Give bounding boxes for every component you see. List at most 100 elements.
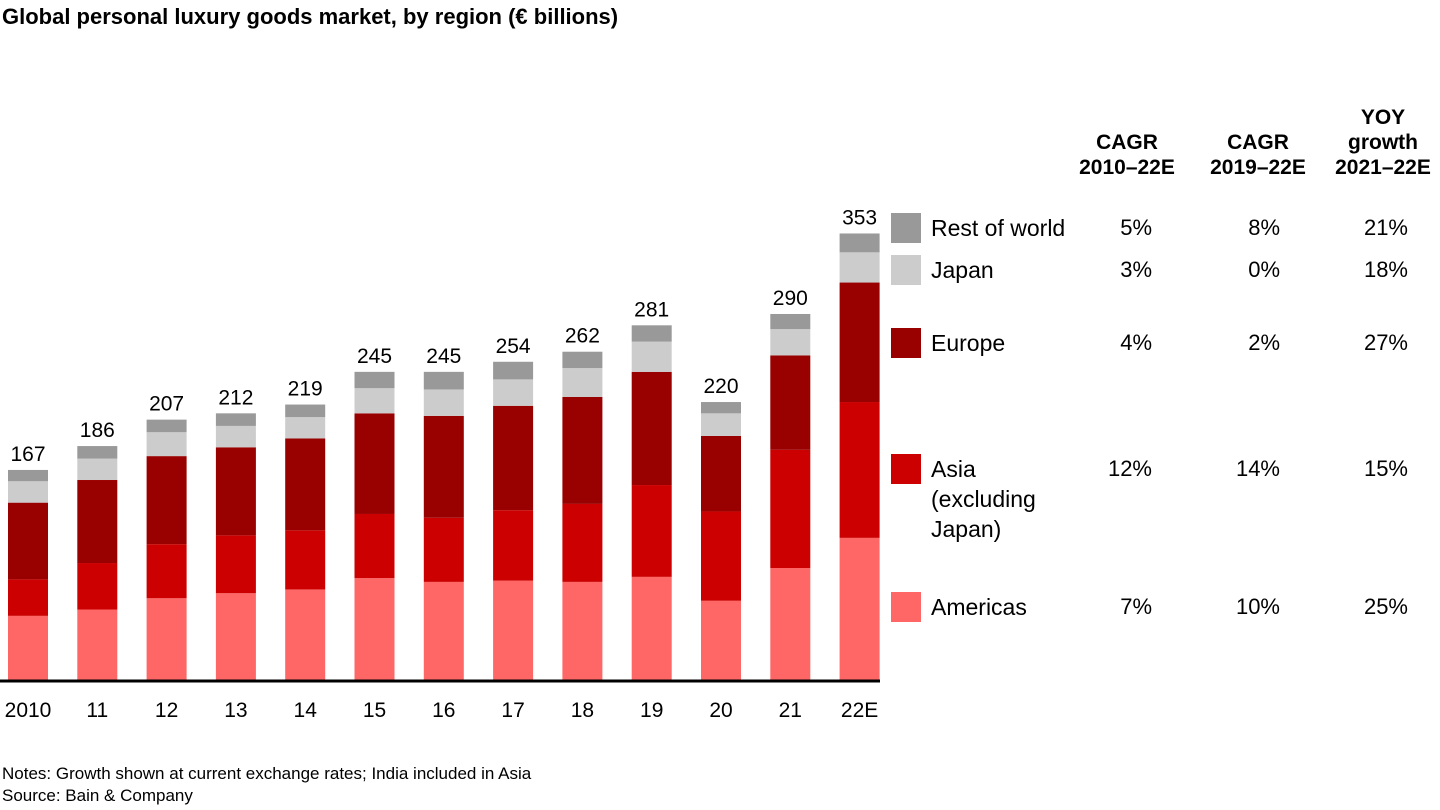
bar-segment-americas-20 xyxy=(701,600,741,680)
cagr-2010-22-europe: 4% xyxy=(1120,330,1152,355)
cagr-2019-22-asia: 14% xyxy=(1235,456,1280,481)
total-label-13: 212 xyxy=(218,386,253,409)
bar-segment-japan-2010 xyxy=(8,481,48,503)
legend-swatch-japan xyxy=(891,255,921,285)
legend-swatch-rest-of-world xyxy=(891,213,921,243)
bar-segment-europe-21 xyxy=(770,355,811,450)
header-yoy-growth: YOY growth 2021–22E xyxy=(1335,106,1431,179)
legend-label-japan: Japan xyxy=(931,257,994,283)
legend-swatch-europe xyxy=(891,328,921,358)
bar-segment-americas-17 xyxy=(493,580,534,680)
cagr-2019-22-americas: 10% xyxy=(1235,594,1280,619)
bar-segment-japan-19 xyxy=(631,341,672,372)
yoy-asia: 15% xyxy=(1363,456,1408,481)
bar-segment-americas-22e xyxy=(839,537,880,680)
bar-segment-rest-of-world-17 xyxy=(493,361,534,380)
total-label-17: 254 xyxy=(496,335,531,358)
bar-segment-europe-19 xyxy=(631,371,672,486)
total-label-22e: 353 xyxy=(842,206,877,229)
total-label-18: 262 xyxy=(565,325,600,348)
bar-segment-japan-15 xyxy=(354,388,395,414)
total-label-15: 245 xyxy=(357,345,392,368)
category-label-14: 14 xyxy=(294,699,318,722)
bar-segment-asia-excluding-japan-2010 xyxy=(8,579,48,616)
bar-segment-japan-14 xyxy=(285,417,326,439)
bar-segment-asia-excluding-japan-22e xyxy=(839,402,880,538)
total-label-12: 207 xyxy=(149,393,184,416)
bar-segment-asia-excluding-japan-12 xyxy=(146,544,187,599)
bar-segment-rest-of-world-15 xyxy=(354,371,395,389)
bar-segment-rest-of-world-22e xyxy=(839,233,880,253)
cagr-2010-22-rest-of-world: 5% xyxy=(1120,215,1152,240)
bar-segment-europe-18 xyxy=(562,396,603,504)
bar-segment-europe-20 xyxy=(701,435,741,512)
category-label-11: 11 xyxy=(86,699,108,722)
chart-title: Global personal luxury goods market, by … xyxy=(2,4,619,29)
bar-segment-rest-of-world-12 xyxy=(146,419,187,433)
total-label-2010: 167 xyxy=(10,443,45,466)
bar-segment-japan-18 xyxy=(562,368,603,397)
header-cagr-2010-22: CAGR 2010–22E xyxy=(1079,131,1175,179)
legend-swatch-asia xyxy=(891,454,921,484)
cagr-2010-22-americas: 7% xyxy=(1120,594,1152,619)
bar-segment-rest-of-world-20 xyxy=(701,402,741,414)
bar-segment-japan-21 xyxy=(770,329,811,356)
bar-segment-americas-18 xyxy=(562,581,603,680)
bar-segment-rest-of-world-18 xyxy=(562,351,603,369)
bar-segment-asia-excluding-japan-18 xyxy=(562,503,603,582)
bar-segment-americas-2010 xyxy=(8,615,48,680)
yoy-europe: 27% xyxy=(1363,330,1408,355)
bar-segment-europe-14 xyxy=(285,438,326,531)
total-label-16: 245 xyxy=(426,345,461,368)
bar-segment-americas-11 xyxy=(77,609,118,680)
cagr-2019-22-japan: 0% xyxy=(1248,257,1280,282)
bar-segment-asia-excluding-japan-19 xyxy=(631,485,672,577)
legend-swatch-americas xyxy=(891,592,921,622)
bar-segment-rest-of-world-11 xyxy=(77,446,118,459)
legend-label-rest-of-world: Rest of world xyxy=(931,215,1066,241)
yoy-americas: 25% xyxy=(1363,594,1408,619)
bar-segment-japan-11 xyxy=(77,458,118,481)
yoy-rest-of-world: 21% xyxy=(1363,215,1408,240)
total-label-19: 281 xyxy=(634,298,669,321)
bar-segment-europe-22e xyxy=(839,282,880,403)
bar-segment-rest-of-world-21 xyxy=(770,313,811,330)
bar-segment-rest-of-world-19 xyxy=(631,325,672,342)
category-label-16: 16 xyxy=(432,699,455,722)
bar-segment-rest-of-world-16 xyxy=(423,371,464,390)
bar-segment-asia-excluding-japan-11 xyxy=(77,563,118,610)
bar-segment-asia-excluding-japan-14 xyxy=(285,530,326,590)
cagr-2010-22-asia: 12% xyxy=(1107,456,1152,481)
bar-segment-asia-excluding-japan-15 xyxy=(354,513,395,579)
total-label-11: 186 xyxy=(80,419,115,442)
bar-segment-europe-2010 xyxy=(8,502,48,580)
bar-segment-asia-excluding-japan-17 xyxy=(493,510,534,581)
total-label-20: 220 xyxy=(703,375,738,398)
bar-segment-asia-excluding-japan-21 xyxy=(770,449,811,569)
cagr-2019-22-europe: 2% xyxy=(1248,330,1280,355)
bar-segment-europe-12 xyxy=(146,456,187,545)
bar-segment-americas-16 xyxy=(423,581,464,680)
category-label-20: 20 xyxy=(709,699,732,722)
header-cagr-2019-22: CAGR 2019–22E xyxy=(1210,131,1306,179)
category-label-18: 18 xyxy=(571,699,594,722)
bar-segment-americas-12 xyxy=(146,598,187,680)
bar-segment-japan-22e xyxy=(839,252,880,283)
bar-segment-japan-20 xyxy=(701,413,741,436)
bar-segment-rest-of-world-14 xyxy=(285,404,326,418)
notes-text: Notes: Growth shown at current exchange … xyxy=(2,764,532,783)
bar-segment-americas-14 xyxy=(285,589,326,680)
total-label-14: 219 xyxy=(288,378,323,401)
bar-segment-europe-15 xyxy=(354,413,395,514)
cagr-2010-22-japan: 3% xyxy=(1120,257,1152,282)
stacked-bar-chart: 167 2010 186 11 207 12 212 13 219 14 245 15 245 16 254… xyxy=(0,206,880,722)
bar-segment-rest-of-world-13 xyxy=(215,413,256,426)
bar-segment-europe-16 xyxy=(423,415,464,518)
category-label-22e: 22E xyxy=(841,699,878,722)
category-label-2010: 2010 xyxy=(5,699,52,722)
bar-segment-americas-21 xyxy=(770,568,811,680)
category-label-15: 15 xyxy=(363,699,386,722)
bar-segment-europe-17 xyxy=(493,405,534,511)
bar-segment-asia-excluding-japan-16 xyxy=(423,517,464,582)
category-label-21: 21 xyxy=(779,699,802,722)
